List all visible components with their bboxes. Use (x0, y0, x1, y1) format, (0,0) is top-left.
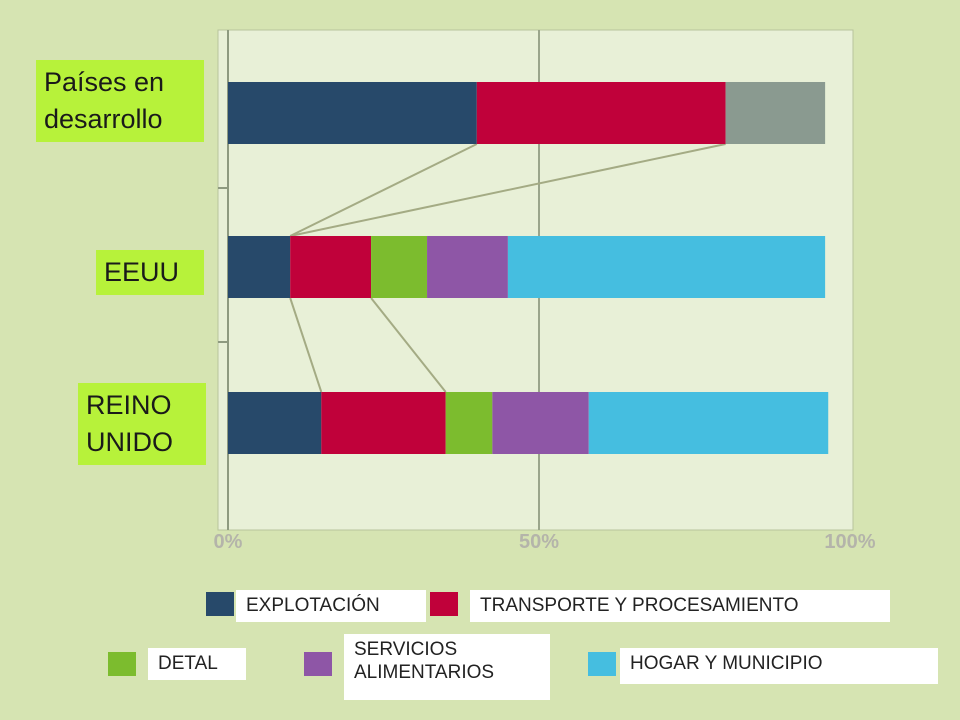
legend-label-detal: DETAL (148, 648, 246, 680)
legend-swatch-explotacion (206, 592, 234, 616)
bar-1-3 (371, 236, 428, 298)
connector-line-2 (289, 297, 323, 393)
bar-2-5 (588, 392, 829, 454)
bar-1-0 (228, 236, 291, 298)
legend-swatch-hogar (588, 652, 616, 676)
bar-0-2 (725, 82, 826, 144)
legend-swatch-servicios (304, 652, 332, 676)
bar-0-1 (476, 82, 726, 144)
bar-1-4 (427, 236, 508, 298)
bar-2-1 (321, 392, 446, 454)
category-label-paises-en-desarrollo: Países en desarrollo (36, 60, 204, 142)
bar-1-5 (507, 236, 826, 298)
x-tick-label-1: 50% (519, 531, 559, 553)
legend-label-servicios: SERVICIOS ALIMENTARIOS (344, 634, 550, 700)
legend-label-explotacion: EXPLOTACIÓN (236, 590, 426, 622)
legend-label-transporte: TRANSPORTE Y PROCESAMIENTO (470, 590, 890, 622)
bar-1-1 (290, 236, 372, 298)
x-tick-label-0: 0% (214, 531, 243, 553)
legend-label-hogar: HOGAR Y MUNICIPIO (620, 648, 938, 684)
x-tick-label-2: 100% (824, 531, 875, 553)
bar-2-3 (445, 392, 493, 454)
bar-0-0 (228, 82, 477, 144)
connector-line-1 (289, 143, 726, 237)
category-label-eeuu: EEUU (96, 250, 204, 295)
legend-swatch-transporte (430, 592, 458, 616)
legend-swatch-detal (108, 652, 136, 676)
connector-line-3 (370, 297, 447, 393)
category-label-reino-unido: REINO UNIDO (78, 383, 206, 465)
bar-2-0 (228, 392, 322, 454)
connector-line-0 (289, 143, 478, 237)
bar-2-4 (492, 392, 589, 454)
